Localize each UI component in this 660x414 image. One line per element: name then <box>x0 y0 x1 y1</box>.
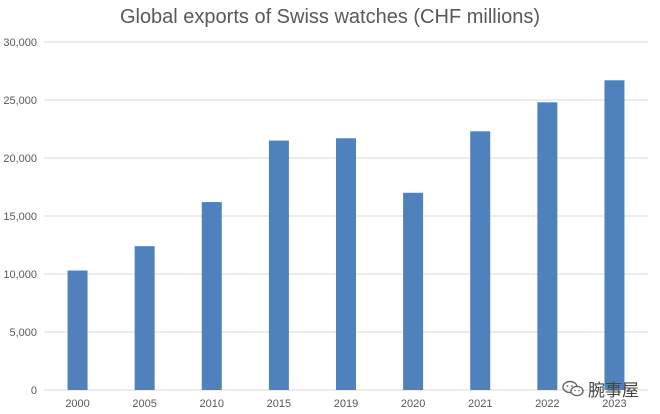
x-tick-label: 2005 <box>132 398 156 410</box>
x-tick-label: 2020 <box>401 398 425 410</box>
wechat-icon <box>562 380 584 396</box>
y-tick-label: 5,000 <box>9 327 37 339</box>
bar-2023 <box>604 80 625 390</box>
bar-2005 <box>134 246 155 390</box>
x-tick-label: 2000 <box>65 398 89 410</box>
bar-2015 <box>268 140 289 390</box>
y-tick-label: 20,000 <box>3 153 37 165</box>
bar-2020 <box>403 192 424 390</box>
bar-2000 <box>67 270 88 390</box>
x-tick-label: 2019 <box>334 398 358 410</box>
chart-title: Global exports of Swiss watches (CHF mil… <box>119 6 541 28</box>
watermark-text: 腕事屋 <box>588 381 639 400</box>
y-tick-label: 30,000 <box>3 37 37 49</box>
bar-2019 <box>336 138 356 390</box>
x-tick-label: 2021 <box>468 398 492 410</box>
y-tick-label: 0 <box>31 385 37 397</box>
x-tick-label: 2023 <box>602 398 626 410</box>
watermark: 腕事屋 <box>562 376 639 401</box>
bar-2022 <box>537 102 558 390</box>
y-tick-label: 15,000 <box>3 211 37 223</box>
bar-2010 <box>201 202 222 390</box>
x-tick-label: 2010 <box>200 398 224 410</box>
x-tick-label: 2015 <box>267 398 291 410</box>
y-tick-label: 10,000 <box>3 269 37 281</box>
y-tick-label: 25,000 <box>3 95 37 107</box>
x-tick-label: 2022 <box>535 398 559 410</box>
bar-2021 <box>470 131 491 390</box>
